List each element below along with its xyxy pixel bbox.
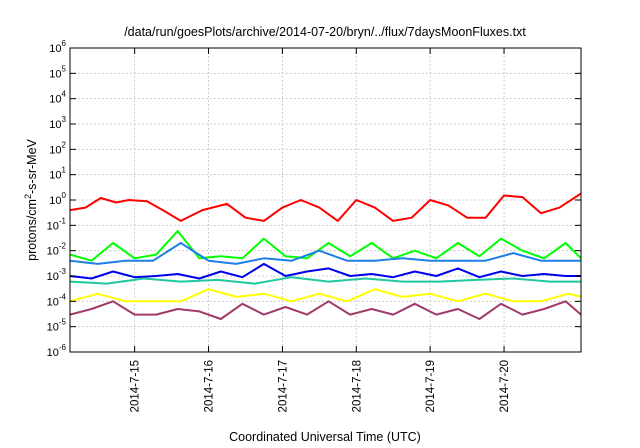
y-tick-label: 10-6 — [47, 343, 67, 359]
series-line-2 — [69, 230, 582, 262]
y-tick-label: 10-3 — [47, 267, 67, 283]
x-tick-labels: 2014-7-15 2014-7-16 2014-7-17 2014-7-18 2014… — [130, 360, 511, 412]
x-tick-label: 2014-7-16 — [204, 360, 216, 412]
y-tick-label: 10-4 — [47, 292, 67, 308]
y-tick-label: 104 — [49, 90, 66, 106]
y-tick-label: 102 — [49, 140, 66, 156]
chart-title: /data/run/goesPlots/archive/2014-07-20/b… — [124, 25, 526, 39]
x-tick-label: 2014-7-15 — [130, 360, 142, 412]
y-tick-label: 106 — [49, 39, 66, 55]
tick-marks — [70, 47, 581, 353]
series-lines — [69, 192, 582, 320]
series-line-4 — [69, 262, 581, 280]
series-line-6 — [69, 288, 582, 303]
x-axis-label: Coordinated Universal Time (UTC) — [229, 430, 421, 444]
x-tick-label: 2014-7-19 — [425, 360, 437, 412]
y-axis-label: protons/cm2-s-sr-MeV — [23, 138, 39, 260]
x-tick-label: 2014-7-18 — [351, 360, 363, 412]
series-line-1 — [69, 192, 582, 222]
x-tick-label: 2014-7-20 — [499, 360, 511, 412]
series-line-7 — [69, 300, 582, 320]
y-tick-labels: 10-6 10-5 10-4 10-3 10-2 10-1 100 101 102 103 104 1… — [47, 39, 67, 359]
y-tick-label: 10-1 — [47, 216, 67, 232]
y-tick-label: 103 — [49, 115, 66, 131]
y-tick-label: 101 — [49, 166, 66, 182]
series-line-5 — [69, 276, 581, 285]
y-tick-label: 10-2 — [47, 242, 67, 258]
y-tick-label: 100 — [49, 191, 66, 207]
y-tick-label: 10-5 — [47, 318, 67, 334]
y-tick-label: 105 — [49, 64, 66, 80]
series-line-3 — [69, 242, 581, 265]
x-tick-label: 2014-7-17 — [277, 360, 289, 412]
